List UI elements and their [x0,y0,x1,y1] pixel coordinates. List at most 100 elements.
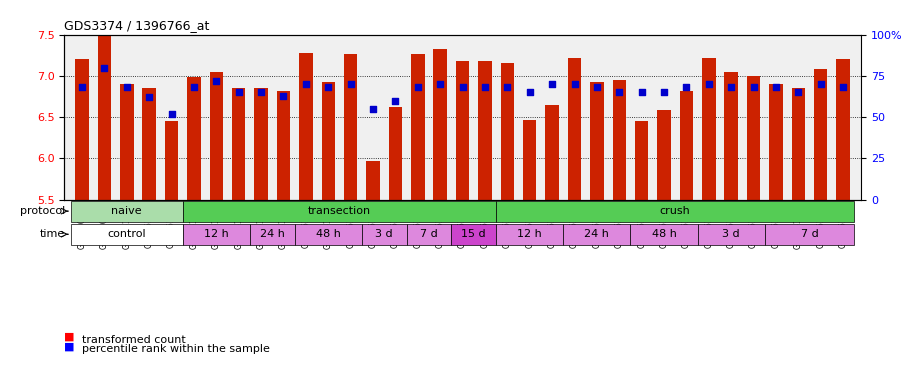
Text: 3 d: 3 d [376,229,393,239]
Text: 3 d: 3 d [723,229,740,239]
Text: GSM251008: GSM251008 [301,202,311,248]
Text: GSM251016: GSM251016 [481,202,489,248]
Text: 24 h: 24 h [584,229,609,239]
Text: GSM251009: GSM251009 [323,202,333,248]
Text: GSM251004: GSM251004 [212,202,221,248]
Text: GSM251024: GSM251024 [660,202,669,248]
FancyBboxPatch shape [295,224,362,245]
FancyBboxPatch shape [362,224,407,245]
Text: control: control [107,229,147,239]
Text: 15 d: 15 d [462,229,486,239]
Point [455,84,470,90]
Point [724,84,738,90]
Text: GSM251013: GSM251013 [413,202,422,248]
Text: transection: transection [308,206,371,216]
Point [299,81,313,87]
Bar [277,91,290,200]
Bar [814,69,827,200]
Text: crush: crush [660,206,691,216]
Bar [75,59,89,200]
Bar [747,76,760,200]
Text: GSM251027: GSM251027 [726,202,736,248]
Bar [836,59,850,200]
Text: ■: ■ [64,341,74,351]
Text: GSM251029: GSM251029 [771,202,780,248]
FancyBboxPatch shape [563,224,630,245]
Bar [658,111,671,200]
Bar [635,121,649,200]
Text: GSM251014: GSM251014 [436,202,444,248]
Point [813,81,828,87]
Text: GDS3374 / 1396766_at: GDS3374 / 1396766_at [64,19,210,32]
Point [635,89,649,95]
Point [254,89,268,95]
Text: GSM251026: GSM251026 [704,202,714,248]
Text: GSM251000: GSM251000 [123,202,131,248]
Point [545,81,560,87]
Point [590,84,605,90]
FancyBboxPatch shape [183,201,496,222]
Text: GSM251021: GSM251021 [593,202,602,248]
Point [477,84,492,90]
Text: GSM251003: GSM251003 [190,202,199,248]
Text: GSM251007: GSM251007 [279,202,288,248]
Point [657,89,671,95]
Bar [791,88,805,200]
Text: GSM251022: GSM251022 [615,202,624,248]
Text: GSM251028: GSM251028 [749,202,758,248]
Bar [187,78,201,200]
Bar [366,161,380,200]
Bar [590,81,604,200]
Point [232,89,246,95]
Text: GSM251031: GSM251031 [816,202,825,248]
Bar [210,72,224,200]
Text: GSM251032: GSM251032 [839,202,847,248]
Point [410,84,425,90]
Bar [478,61,492,200]
Bar [501,63,514,200]
Text: protocol: protocol [20,206,65,216]
Text: 12 h: 12 h [204,229,229,239]
Bar [300,53,312,200]
Bar [613,80,626,200]
Bar [232,88,245,200]
FancyBboxPatch shape [71,201,183,222]
Text: 48 h: 48 h [651,229,677,239]
Text: GSM251006: GSM251006 [256,202,266,248]
Point [142,94,157,100]
Bar [120,84,134,200]
Text: GSM251020: GSM251020 [570,202,579,248]
Point [187,84,202,90]
Bar [725,72,738,200]
FancyBboxPatch shape [630,224,698,245]
Bar [255,88,267,200]
Point [344,81,358,87]
FancyBboxPatch shape [452,224,496,245]
Bar [143,88,156,200]
Point [791,89,806,95]
Text: GSM251010: GSM251010 [346,202,355,248]
Text: GSM251011: GSM251011 [368,202,377,248]
Bar [322,81,335,200]
Text: GSM251017: GSM251017 [503,202,512,248]
Text: GSM250999: GSM250999 [100,202,109,249]
Point [702,81,716,87]
Bar [568,58,582,200]
Text: GSM251005: GSM251005 [234,202,244,248]
Text: 7 d: 7 d [801,229,818,239]
Text: transformed count: transformed count [82,335,186,345]
Bar [680,91,693,200]
Bar [98,35,111,200]
Point [119,84,134,90]
Point [365,106,380,112]
FancyBboxPatch shape [698,224,765,245]
FancyBboxPatch shape [183,224,250,245]
Bar [388,107,402,200]
Text: GSM250998: GSM250998 [78,202,86,248]
Text: GSM251015: GSM251015 [458,202,467,248]
Text: naive: naive [112,206,142,216]
Text: 24 h: 24 h [260,229,285,239]
Bar [165,121,179,200]
Point [97,65,112,71]
Text: GSM251023: GSM251023 [638,202,646,248]
